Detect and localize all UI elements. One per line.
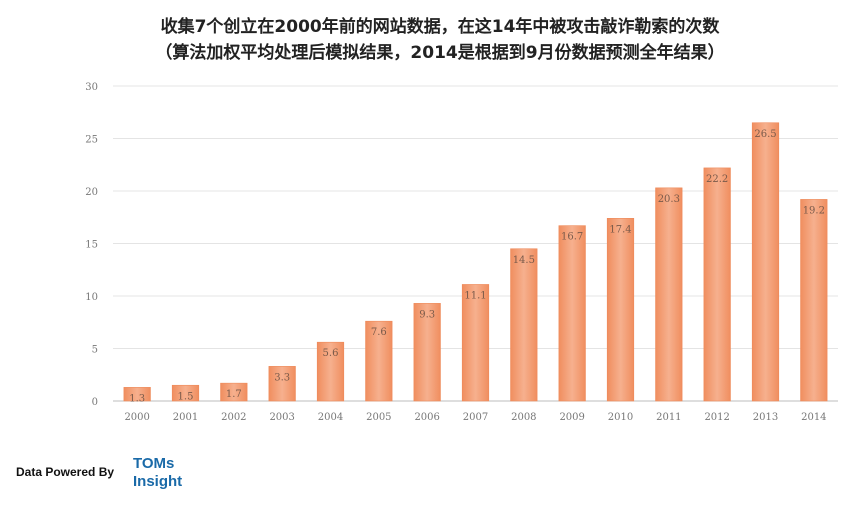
data-label: 16.7 (561, 232, 583, 243)
x-tick-label: 2009 (559, 412, 584, 423)
data-label: 3.3 (274, 372, 290, 383)
y-tick-label: 15 (85, 240, 98, 251)
bar (461, 284, 490, 402)
data-label: 9.3 (419, 309, 435, 320)
bar (800, 199, 828, 402)
x-tick-label: 2000 (124, 412, 149, 423)
data-label: 11.1 (464, 290, 486, 301)
brand-line-1: TOMs (133, 455, 175, 472)
y-tick-label: 10 (85, 292, 98, 303)
bar (751, 122, 780, 402)
bar (171, 384, 200, 402)
data-label: 7.6 (371, 327, 387, 338)
x-tick-label: 2006 (414, 412, 439, 423)
bar (413, 303, 441, 402)
bar (365, 320, 393, 402)
bar (558, 225, 586, 402)
data-label: 22.2 (706, 174, 728, 185)
x-tick-label: 2001 (173, 412, 198, 423)
x-tick-label: 2012 (704, 412, 729, 423)
x-tick-label: 2014 (801, 412, 826, 423)
bar (606, 218, 635, 402)
bar (510, 248, 538, 402)
bar (268, 366, 296, 402)
x-tick-label: 2007 (463, 412, 488, 423)
x-tick-label: 2011 (656, 412, 681, 423)
bar (316, 341, 345, 402)
bar (123, 387, 151, 402)
x-tick-label: 2005 (366, 412, 391, 423)
x-tick-label: 2002 (221, 412, 246, 423)
y-axis: 0 5 10 15 20 25 30 (85, 82, 98, 408)
y-tick-label: 5 (92, 345, 98, 356)
data-label: 19.2 (803, 205, 825, 216)
brand-line-2: Insight (133, 473, 183, 490)
bars: 1.3 1.5 1.7 3.3 5.6 7.6 9.3 11.1 14.5 16.7 17.4 20.… (123, 122, 828, 404)
y-tick-label: 25 (85, 135, 98, 146)
chart-title: 收集7个创立在2000年前的网站数据，在这14年中被攻击敲诈勒索的次数 (160, 17, 720, 37)
y-tick-label: 30 (85, 82, 98, 93)
data-label: 20.3 (658, 194, 680, 205)
data-label: 1.5 (178, 391, 194, 402)
data-label: 1.7 (226, 389, 242, 400)
y-tick-label: 20 (85, 187, 98, 198)
x-tick-label: 2010 (608, 412, 633, 423)
data-label: 1.3 (129, 393, 145, 404)
bar (703, 167, 731, 402)
data-source-label: Data Powered By (16, 465, 115, 479)
data-label: 14.5 (513, 255, 535, 266)
data-label: 5.6 (323, 348, 339, 359)
data-label: 26.5 (754, 129, 776, 140)
x-axis: 2000 2001 2002 2003 2004 2005 2006 2007 2008 2009… (124, 412, 826, 423)
chart-subtitle: （算法加权平均处理后模拟结果，2014是根据到9月份数据预测全年结果） (155, 43, 725, 63)
bar (655, 187, 683, 402)
x-tick-label: 2003 (269, 412, 294, 423)
data-label: 17.4 (609, 224, 631, 235)
x-tick-label: 2008 (511, 412, 536, 423)
x-tick-label: 2004 (318, 412, 343, 423)
brand-logo: TOMs Insight (133, 455, 182, 491)
y-tick-label: 0 (92, 397, 98, 408)
bar (220, 382, 248, 402)
x-tick-label: 2013 (753, 412, 778, 423)
